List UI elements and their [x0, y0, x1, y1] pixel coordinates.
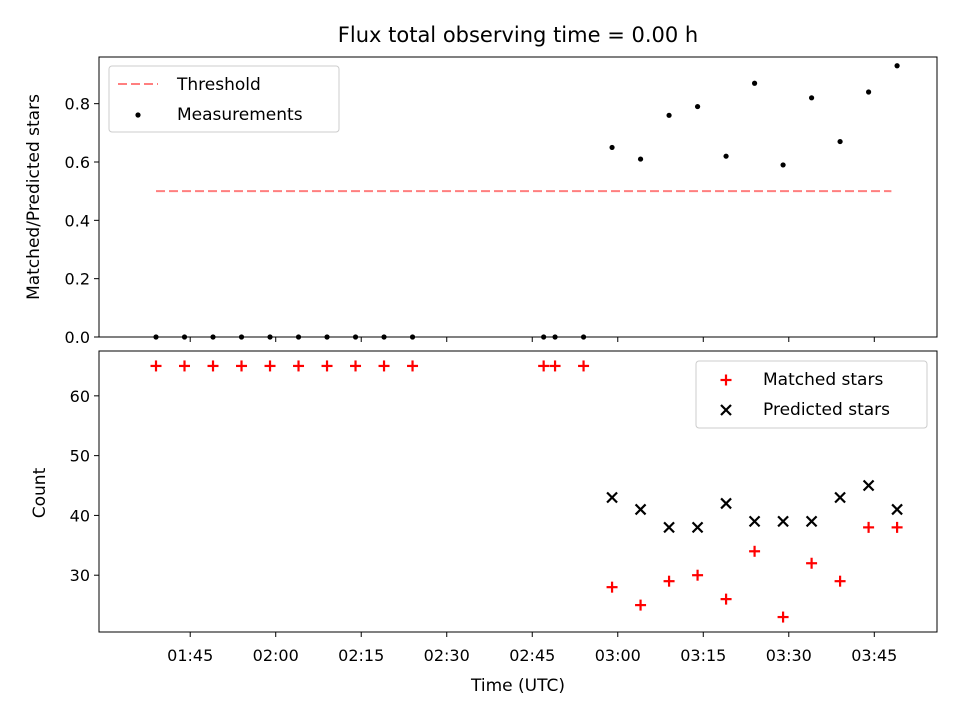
top-y-tick-label: 0.6 [65, 153, 90, 172]
x-tick-label: 02:00 [253, 646, 299, 665]
measurement-point [865, 89, 872, 95]
predicted-star-point [777, 515, 789, 528]
x-tick-label: 02:30 [424, 646, 470, 665]
chart-title: Flux total observing time = 0.00 h [338, 23, 698, 47]
legend-matched-marker [720, 374, 732, 386]
x-tick-label: 03:00 [595, 646, 641, 665]
predicted-star-point [834, 491, 846, 504]
measurement-point [751, 80, 758, 86]
matched-star-point [834, 575, 846, 587]
top-legend: Threshold Measurements [108, 65, 340, 133]
top-y-ticks: 0.0 0.2 0.4 0.6 0.8 [65, 95, 99, 347]
bottom-legend: Matched stars Predicted stars [695, 360, 928, 429]
predicted-star-point [720, 497, 732, 510]
bottom-y-tick-label: 30 [70, 566, 90, 585]
measurement-point [637, 156, 644, 162]
legend-matched-label: Matched stars [763, 370, 883, 390]
matched-star-point [720, 593, 732, 605]
matched-star-point [692, 569, 704, 581]
bottom-y-tick-label: 50 [70, 447, 90, 466]
bottom-y-tick-label: 40 [70, 506, 90, 525]
top-y-tick-label: 0.8 [65, 95, 90, 114]
legend-predicted-label: Predicted stars [763, 400, 890, 420]
matched-star-point [321, 360, 333, 372]
matched-star-point [578, 360, 590, 372]
bottom-y-ticks: 30 40 50 60 [70, 387, 99, 585]
matched-star-point [293, 360, 305, 372]
bottom-y-tick-label: 60 [70, 387, 90, 406]
top-y-tick-label: 0.4 [65, 211, 90, 230]
top-panel: Flux total observing time = 0.00 h Match… [24, 23, 938, 347]
top-legend-box [108, 65, 340, 133]
predicted-star-point [862, 479, 875, 492]
top-y-tick-label: 0.0 [65, 328, 90, 347]
top-plot-frame [98, 56, 938, 338]
x-tick-label: 03:30 [766, 646, 812, 665]
x-tick-label: 02:15 [338, 646, 384, 665]
measurement-point [894, 63, 900, 69]
bottom-legend-box [695, 360, 928, 429]
legend-matched-swatch [720, 374, 732, 386]
x-tick-label: 03:45 [851, 646, 897, 665]
predicted-star-point [805, 515, 818, 528]
matched-star-point [538, 360, 550, 372]
predicted-star-point [891, 503, 903, 516]
measurement-point [723, 153, 729, 159]
matched-star-point [236, 360, 248, 372]
measurement-point [666, 112, 672, 118]
matched-star-point [891, 521, 903, 533]
measurement-point [609, 144, 615, 151]
x-tick-label: 03:15 [680, 646, 726, 665]
legend-predicted-marker [720, 404, 732, 416]
top-y-tick-label: 0.2 [65, 270, 90, 289]
matched-star-point [549, 360, 561, 372]
measurement-point [808, 95, 815, 101]
x-axis-label: Time (UTC) [470, 676, 565, 696]
matched-star-point [606, 581, 618, 593]
matched-star-point [777, 611, 789, 623]
matched-star-point [264, 360, 276, 372]
predicted-star-point [691, 521, 704, 534]
bottom-panel: Count Time (UTC) 30 40 50 60 01:45 02:00 02:1… [30, 350, 938, 696]
matched-star-point [350, 360, 362, 372]
legend-threshold-label: Threshold [176, 75, 261, 95]
measurement-point [837, 138, 843, 145]
legend-measurements-swatch [135, 112, 141, 118]
matched-star-point [207, 360, 219, 372]
matched-star-point [378, 360, 390, 372]
matched-star-point [806, 557, 818, 569]
measurement-points [153, 63, 900, 340]
top-y-axis-label: Matched/Predicted stars [24, 94, 44, 300]
predicted-star-point [606, 491, 618, 504]
predicted-star-point [634, 503, 647, 516]
x-tick-label: 02:45 [509, 646, 555, 665]
measurement-point [694, 103, 701, 110]
legend-predicted-swatch [720, 404, 732, 416]
matched-star-point [635, 599, 647, 611]
top-x-ticks [189, 337, 875, 342]
matched-star-point [179, 360, 191, 372]
matched-star-point [150, 360, 162, 372]
bottom-plot-frame [98, 350, 938, 633]
predicted-star-point [748, 515, 761, 528]
count-points [150, 360, 903, 623]
bottom-x-ticks: 01:45 02:00 02:15 02:30 02:45 03:00 03:15 03:30… [167, 632, 897, 665]
matched-star-point [749, 545, 761, 557]
matched-star-point [663, 575, 675, 587]
matched-star-point [863, 521, 875, 533]
legend-measurements-label: Measurements [177, 105, 303, 125]
bottom-y-axis-label: Count [30, 467, 50, 518]
predicted-star-point [663, 521, 675, 534]
x-tick-label: 01:45 [167, 646, 213, 665]
measurement-point [780, 162, 786, 168]
matched-star-point [407, 360, 419, 372]
